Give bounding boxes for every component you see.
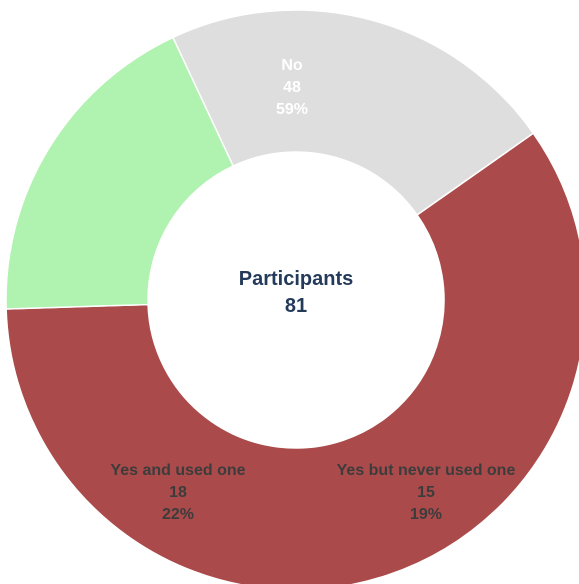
slice-percent-yes-and-used-one: 22% (162, 506, 194, 523)
slice-labels-group: No 48 59% Yes but never used one 15 19% Yes an… (110, 57, 515, 523)
slice-percent-no: 59% (276, 101, 308, 118)
slice-value-yes-and-used-one: 18 (169, 484, 187, 501)
donut-slice-yes-but-never-used-one (5, 36, 235, 310)
center-title: Participants (239, 268, 353, 290)
donut-slice-no (5, 132, 579, 584)
slices-group (5, 9, 579, 584)
slice-label-no: No (281, 57, 303, 74)
slice-percent-yes-but-never-used-one: 19% (410, 506, 442, 523)
center-group: Participants 81 (239, 268, 353, 317)
slice-value-yes-but-never-used-one: 15 (417, 484, 435, 501)
slice-label-yes-and-used-one: Yes and used one (110, 462, 245, 479)
center-total: 81 (285, 295, 307, 317)
slice-value-no: 48 (283, 79, 301, 96)
slice-label-yes-but-never-used-one: Yes but never used one (337, 462, 516, 479)
donut-slice-yes-and-used-one (171, 9, 535, 216)
